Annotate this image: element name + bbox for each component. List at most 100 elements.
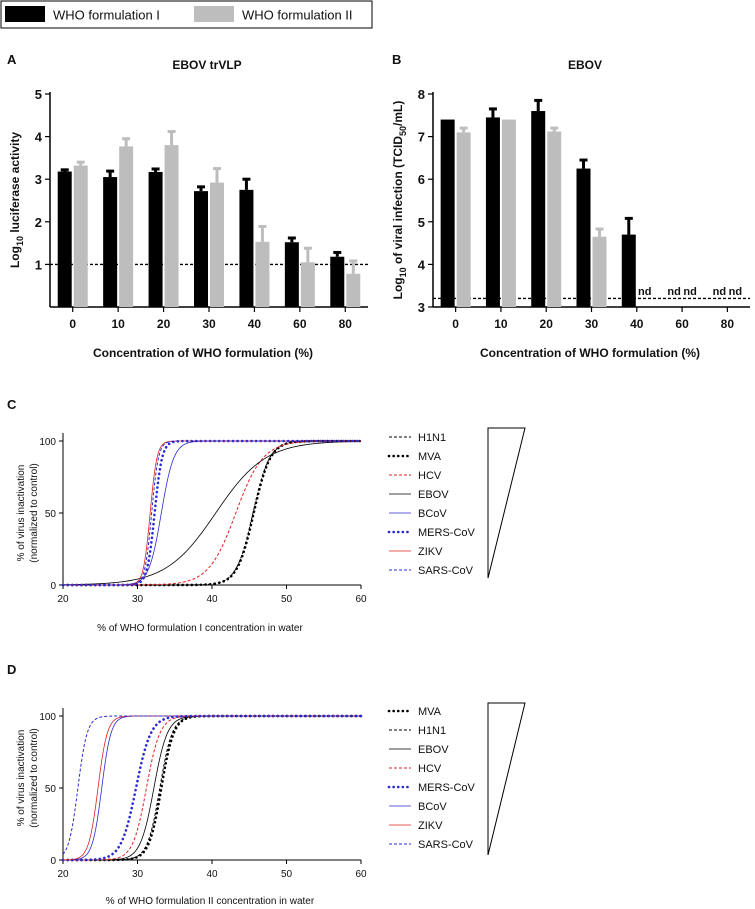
panel-d-ylabel-line1: % of virus inactivation <box>16 730 27 827</box>
panel-b-ylabel: Log10 of viral infection (TCID50/mL) <box>391 101 408 300</box>
panel-c-legend-label-zikv: ZIKV <box>418 546 443 558</box>
panel-c-xlabel: % of WHO formulation I concentration in … <box>97 623 303 634</box>
panel-a-xtick-label: 60 <box>293 317 307 331</box>
panel-b-xtick-label: 60 <box>675 317 689 331</box>
panel-d-xtick-label: 40 <box>206 869 218 880</box>
panel-d-line-chart: % of virus inactivation (normalized to c… <box>16 702 526 907</box>
panel-a-xtick-label: 20 <box>157 317 171 331</box>
panel-d-curve-mva <box>61 714 363 862</box>
panel-b-ytick-label: 4 <box>418 257 426 272</box>
panel-d-curve-sars-cov <box>62 715 361 855</box>
panel-b-ytick-label: 7 <box>418 130 425 145</box>
panel-a-title: EBOV trVLP <box>172 58 241 72</box>
panel-c-xtick-label: 60 <box>355 594 367 605</box>
panel-b-xtick-label: 30 <box>585 317 599 331</box>
panel-c-legend-label-mers-cov: MERS-CoV <box>418 527 476 539</box>
panel-b-bar-formulation-1 <box>440 119 455 307</box>
panel-c-ylabel-line2: (normalized to control) <box>29 463 40 562</box>
panel-c-ylabel-line1: % of virus inactivation <box>16 465 27 562</box>
panel-b-ylabel-suffix: /mL) <box>391 101 405 126</box>
panel-b-xtick-label: 40 <box>630 317 644 331</box>
panel-letter-a: A <box>7 52 17 67</box>
panel-d-xtick-label: 50 <box>281 869 293 880</box>
legend-frame <box>0 0 373 29</box>
panel-a-bar-formulation-2 <box>255 241 270 307</box>
panel-a-bar-formulation-2 <box>210 182 224 307</box>
panel-d-legend-label-hcv: HCV <box>418 763 442 775</box>
panel-a-bar-formulation-1 <box>284 242 299 307</box>
panel-a-bar-formulation-2 <box>346 273 361 307</box>
panel-a-ytick-label: 1 <box>35 257 42 272</box>
panel-c-legend-label-ebov: EBOV <box>418 489 449 501</box>
panel-a-xtick-label: 80 <box>339 317 353 331</box>
legend-swatch-formulation-2 <box>194 6 234 22</box>
panel-d-legend-label-zikv: ZIKV <box>418 820 443 832</box>
panel-a-xtick-label: 40 <box>248 317 262 331</box>
panel-d-ytick-label: 100 <box>39 712 56 723</box>
panel-d-legend-label-ebov: EBOV <box>418 744 449 756</box>
panel-b-bar-formulation-2 <box>547 131 562 307</box>
panel-d-curve-mers-cov <box>61 714 363 862</box>
panel-c-legend-label-mva: MVA <box>418 451 442 463</box>
panel-d-ytick-label: 0 <box>50 856 56 867</box>
panel-b-ylabel-sub: 10 <box>398 267 408 277</box>
panel-a-bar-formulation-1 <box>103 177 118 307</box>
panel-c-line-chart: % of virus inactivation (normalized to c… <box>16 427 526 634</box>
panel-a-ytick-label: 4 <box>35 130 43 145</box>
panel-d-ytick-label: 50 <box>45 784 57 795</box>
panel-a-bar-formulation-1 <box>239 189 254 307</box>
panel-a-ytick-label: 5 <box>35 87 42 102</box>
panel-c-curve-hcv <box>63 440 361 586</box>
panel-d-xlabel: % of WHO formulation II concentration in… <box>106 896 315 907</box>
panel-b-bar-formulation-2 <box>501 119 516 307</box>
panel-a-xtick-label: 0 <box>69 317 76 331</box>
panel-c-xtick-label: 40 <box>206 594 218 605</box>
panel-c-xtick-label: 50 <box>281 594 293 605</box>
panel-a-bar-formulation-2 <box>300 262 315 307</box>
panel-b-bar-formulation-1 <box>485 117 500 308</box>
panel-b-bar-formulation-1 <box>576 168 591 307</box>
legend-label-formulation-1: WHO formulation I <box>53 8 160 23</box>
panel-d-potency-triangle <box>487 702 526 856</box>
panel-d-xtick-label: 60 <box>355 869 367 880</box>
panel-c-curve-sars-cov <box>63 440 361 586</box>
panel-b-xtick-label: 0 <box>452 317 459 331</box>
panel-a-ytick-label: 3 <box>35 172 42 187</box>
panel-b-xlabel: Concentration of WHO formulation (%) <box>480 346 700 360</box>
panel-d-curve-zikv <box>62 715 361 861</box>
panel-b-xtick-label: 20 <box>540 317 554 331</box>
panel-d-curve-h1n1 <box>63 715 361 861</box>
panel-a-bar-chart: EBOV trVLP Log10 luciferase activity Con… <box>8 58 368 360</box>
panel-b-ylabel-mid: of viral infection (TCID <box>391 136 405 268</box>
panel-a-ytick-label: 2 <box>35 215 42 230</box>
panel-d-legend-label-mers-cov: MERS-CoV <box>418 782 476 794</box>
panel-d-legend-label-sars-cov: SARS-CoV <box>418 839 474 851</box>
panel-a-bar-formulation-2 <box>119 146 134 307</box>
panel-c-potency-triangle <box>487 427 526 579</box>
panel-c-ytick-label: 100 <box>39 437 56 448</box>
panel-b-bar-formulation-1 <box>531 111 546 307</box>
panel-b-ytick-label: 3 <box>418 300 425 315</box>
panel-c-legend-label-sars-cov: SARS-CoV <box>418 565 474 577</box>
panel-a-bar-formulation-1 <box>330 256 345 307</box>
panel-a-ylabel: Log10 luciferase activity <box>8 132 25 268</box>
panel-a-bar-formulation-1 <box>194 191 208 307</box>
panel-b-ylabel-sub2: 50 <box>398 126 408 136</box>
panel-d-curve-hcv <box>63 715 361 861</box>
panel-b-nd-label: nd <box>667 286 680 298</box>
panel-b-ylabel-prefix: Log <box>391 277 405 299</box>
panel-d-legend-label-h1n1: H1N1 <box>418 725 446 737</box>
legend-swatch-formulation-1 <box>5 6 45 22</box>
panel-b-nd-label: nd <box>638 286 651 298</box>
panel-c-ytick-label: 0 <box>50 581 56 592</box>
panel-d-legend-label-bcov: BCoV <box>418 801 447 813</box>
panel-d-legend-label-mva: MVA <box>418 706 442 718</box>
panel-a-ylabel-suffix: luciferase activity <box>8 132 22 236</box>
panel-c-xtick-label: 20 <box>57 594 69 605</box>
panel-b-bar-formulation-2 <box>456 132 471 307</box>
panel-letter-b: B <box>392 52 401 67</box>
panel-a-bar-formulation-1 <box>57 171 72 307</box>
panel-letter-d: D <box>7 662 16 677</box>
panel-b-nd-label: nd <box>683 286 696 298</box>
panel-b-ytick-label: 8 <box>418 87 425 102</box>
